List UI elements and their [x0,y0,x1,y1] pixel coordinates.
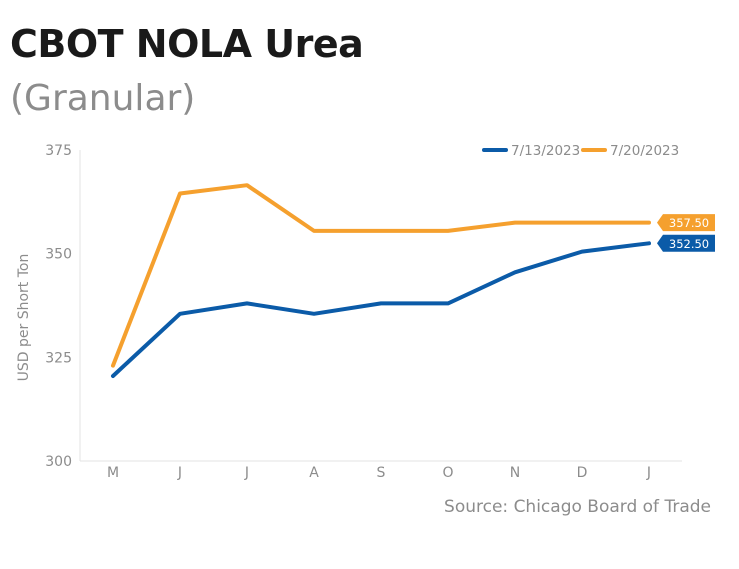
x-tick-label: J [646,465,651,481]
legend-label-2: 7/20/2023 [610,143,679,159]
x-tick-label: S [377,465,386,481]
y-tick-label: 325 [45,350,72,366]
page-subtitle: (Granular) [10,78,196,119]
y-tick-label: 375 [45,143,72,159]
end-value-tag-2 [657,214,715,232]
x-tick-label: D [577,465,588,481]
end-value-label-1: 352.50 [669,237,709,251]
x-tick-label: J [244,465,249,481]
x-tick-label: M [107,465,119,481]
x-tick-label: O [442,465,453,481]
y-axis-label: USD per Short Ton [16,254,32,382]
end-value-tag-1 [657,234,715,252]
series-line-1 [111,241,651,378]
series-line-2 [111,183,651,368]
y-tick-label: 300 [45,454,72,470]
legend-label-1: 7/13/2023 [511,143,580,159]
x-tick-label: N [510,465,520,481]
y-tick-label: 350 [45,247,72,263]
page-title: CBOT NOLA Urea [10,22,364,66]
x-tick-label: A [309,465,319,481]
end-value-label-2: 357.50 [669,216,709,230]
x-tick-label: J [177,465,182,481]
source-note: Source: Chicago Board of Trade [444,497,711,517]
